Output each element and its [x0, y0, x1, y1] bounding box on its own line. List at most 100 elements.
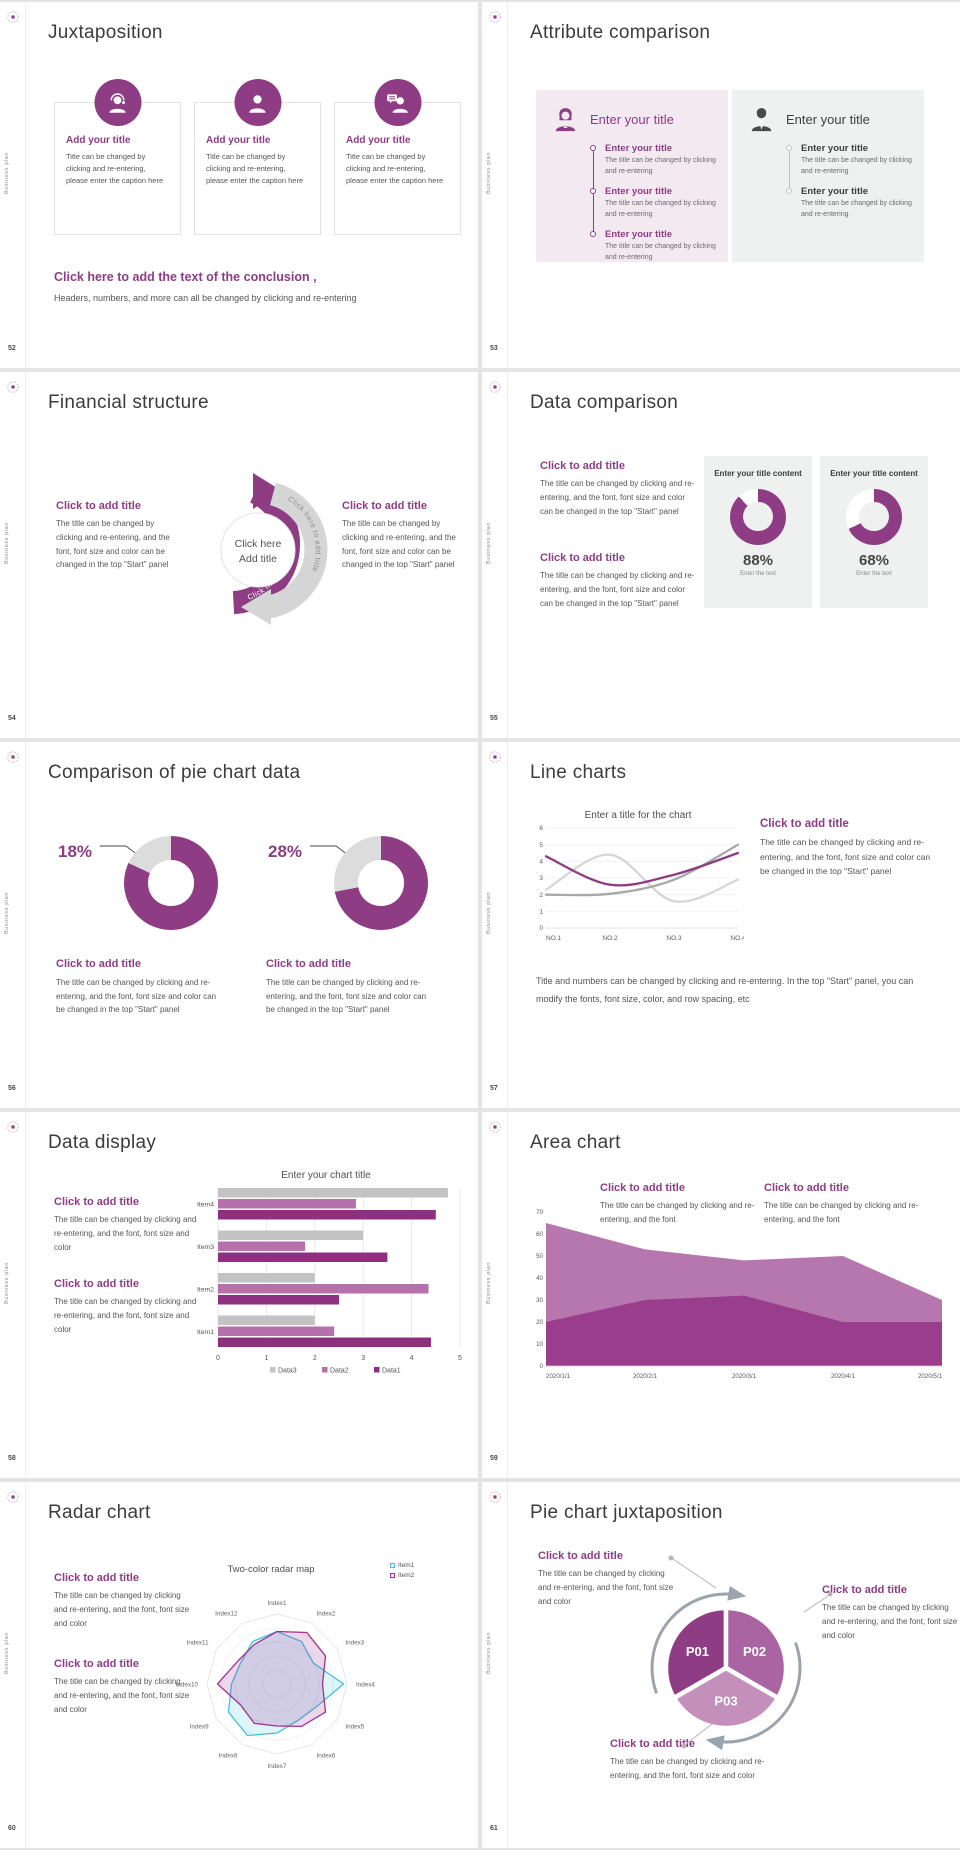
chart-title: Two-color radar map: [227, 1564, 315, 1575]
svg-text:Index6: Index6: [317, 1752, 336, 1759]
slide-title: Financial structure: [48, 392, 209, 413]
arrowhead-icon: [241, 589, 271, 625]
block-body: The title can be changed by clicking and…: [54, 1677, 190, 1714]
timeline-item-body: The title can be changed by clicking and…: [605, 243, 716, 261]
slide-58-data-display[interactable]: Business plan 58 Data display Click to a…: [0, 1112, 478, 1478]
block-body: The title can be changed by clicking and…: [610, 1757, 765, 1780]
radar-chart: Index1 Index2 Index3 Index4 Index5 Index6 Inde…: [176, 1600, 376, 1770]
slide-53-attribute-comparison[interactable]: Business plan 53 Attribute comparison En…: [482, 2, 960, 368]
block-heading: Click to add title: [266, 958, 351, 970]
block-heading: Click to add title: [54, 1196, 139, 1208]
card-heading: Add your title: [346, 135, 411, 146]
slide-56-pie-comparison[interactable]: Business plan 56 Comparison of pie chart…: [0, 742, 478, 1108]
timeline-item-heading: Enter your title: [605, 186, 673, 197]
slide-60-radar-chart[interactable]: Business plan 60 Radar chart Click to ad…: [0, 1482, 478, 1848]
svg-text:NO.1: NO.1: [546, 935, 562, 942]
person-icon: [234, 79, 281, 126]
svg-text:Index1: Index1: [268, 1600, 287, 1607]
slide-title: Pie chart juxtaposition: [530, 1502, 723, 1523]
brand-logo-icon: [6, 10, 20, 24]
block-body: The title can be changed by clicking and…: [266, 978, 427, 1015]
brand-logo-icon: [488, 1490, 502, 1504]
percent-value: 88%: [742, 551, 774, 569]
line-chart: 0 1 2 3 4 5 6 NO.1 NO.2 NO.3 NO.4: [539, 825, 744, 942]
area-chart: 0 10 20 30 40 50 60 70 2020/1/1 2020/2/1 2020/3/1 2…: [536, 1209, 942, 1380]
card-body: Title can be changed by clicking and re-…: [206, 152, 304, 185]
sidebar-brand-text: Business plan: [4, 522, 10, 565]
block-heading: Click to add title: [764, 1182, 849, 1194]
feature-card: Add your title Title can be changed by c…: [54, 79, 181, 235]
slide-55-data-comparison[interactable]: Business plan 55 Data comparison Click t…: [482, 372, 960, 738]
text-block: Click to add title The title can be chan…: [266, 958, 432, 1017]
text-block: Click to add title The title can be chan…: [540, 460, 696, 518]
block-heading: Click to add title: [54, 1278, 139, 1290]
block-heading: Click to add title: [610, 1738, 695, 1750]
divider: [507, 2, 508, 368]
timeline-item-heading: Enter your title: [801, 186, 869, 197]
text-block: Click to add title The title can be chan…: [610, 1738, 786, 1783]
svg-text:0: 0: [539, 925, 543, 932]
woman-icon: [555, 108, 576, 132]
block-body: The title can be changed by clicking and…: [760, 837, 931, 877]
block-body: The title can be changed by clicking and…: [56, 978, 217, 1015]
divider: [25, 742, 26, 1108]
brand-logo-icon: [6, 1120, 20, 1134]
block-body: The title can be changed by clicking and…: [764, 1201, 919, 1224]
timeline-item: Enter your title The title can be change…: [590, 143, 718, 177]
percent-label: 18%: [58, 842, 93, 861]
conclusion-body: Headers, numbers, and more can all be ch…: [54, 293, 357, 303]
block-heading: Click to add title: [342, 500, 427, 512]
slide-52-juxtaposition[interactable]: Business plan 52 Juxtaposition Add your …: [0, 2, 478, 368]
chart-title: Enter your chart title: [281, 1170, 371, 1181]
sidebar-brand-text: Business plan: [4, 1262, 10, 1305]
donut-chart-68: [846, 488, 902, 545]
block-body: The title can be changed by clicking and…: [540, 479, 695, 516]
support-agent-icon: [94, 79, 141, 126]
svg-text:60: 60: [536, 1231, 543, 1238]
left-timeline: Enter your title The title can be change…: [590, 143, 718, 263]
slide-61-pie-juxtaposition[interactable]: Business plan 61 Pie chart juxtaposition…: [482, 1482, 960, 1848]
arrowhead-icon: [253, 473, 282, 509]
svg-text:40: 40: [536, 1275, 543, 1282]
card-subtext: Enter the text: [856, 570, 892, 577]
brand-logo-icon: [488, 380, 502, 394]
slide-57-line-charts[interactable]: Business plan 57 Line charts Enter a tit…: [482, 742, 960, 1108]
svg-text:0: 0: [540, 1363, 544, 1370]
svg-text:Index3: Index3: [345, 1640, 364, 1647]
text-block: Click to add title The title can be chan…: [54, 1196, 198, 1254]
cards-row: Add your title Title can be changed by c…: [54, 79, 461, 235]
divider: [25, 1112, 26, 1478]
left-panel: Enter your title Enter your title The ti…: [536, 90, 728, 262]
sidebar-brand-text: Business plan: [486, 1262, 492, 1305]
svg-text:NO.2: NO.2: [602, 935, 618, 942]
page-number: 60: [8, 1825, 16, 1832]
divider: [507, 1482, 508, 1848]
slide-title: Juxtaposition: [48, 22, 163, 43]
svg-text:2020/4/1: 2020/4/1: [831, 1373, 856, 1380]
slide-54-financial-structure[interactable]: Business plan 54 Financial structure Cli…: [0, 372, 478, 738]
note-text: Title and numbers can be changed by clic…: [536, 976, 914, 1004]
svg-text:2020/3/1: 2020/3/1: [732, 1373, 757, 1380]
svg-text:2020/1/1: 2020/1/1: [546, 1373, 571, 1380]
brand-logo-icon: [6, 1490, 20, 1504]
timeline-item-heading: Enter your title: [801, 143, 869, 154]
right-timeline: Enter your title The title can be change…: [786, 143, 914, 220]
block-body: The title can be changed by clicking and…: [540, 571, 695, 608]
feature-card: Add your title Title can be changed by c…: [334, 79, 461, 235]
sidebar-brand-text: Business plan: [4, 892, 10, 935]
svg-text:Item1: Item1: [197, 1329, 214, 1336]
pie-chart: P01 P02 P03: [663, 1605, 789, 1731]
text-block: Click to add title The title can be chan…: [764, 1182, 932, 1227]
timeline-dot: [590, 231, 596, 237]
svg-text:Index12: Index12: [215, 1611, 238, 1618]
svg-text:Item3: Item3: [197, 1244, 214, 1251]
stat-card: Enter your title content 68% Enter the t…: [820, 456, 928, 608]
block-body: The title can be changed by clicking and…: [54, 1215, 197, 1252]
conclusion-heading: Click here to add the text of the conclu…: [54, 270, 317, 284]
block-heading: Click to add title: [538, 1550, 623, 1562]
slide-title: Data comparison: [530, 392, 679, 413]
slide-title: Area chart: [530, 1132, 621, 1153]
slide-59-area-chart[interactable]: Business plan 59 Area chart Click to add…: [482, 1112, 960, 1478]
brand-logo-icon: [488, 1120, 502, 1134]
